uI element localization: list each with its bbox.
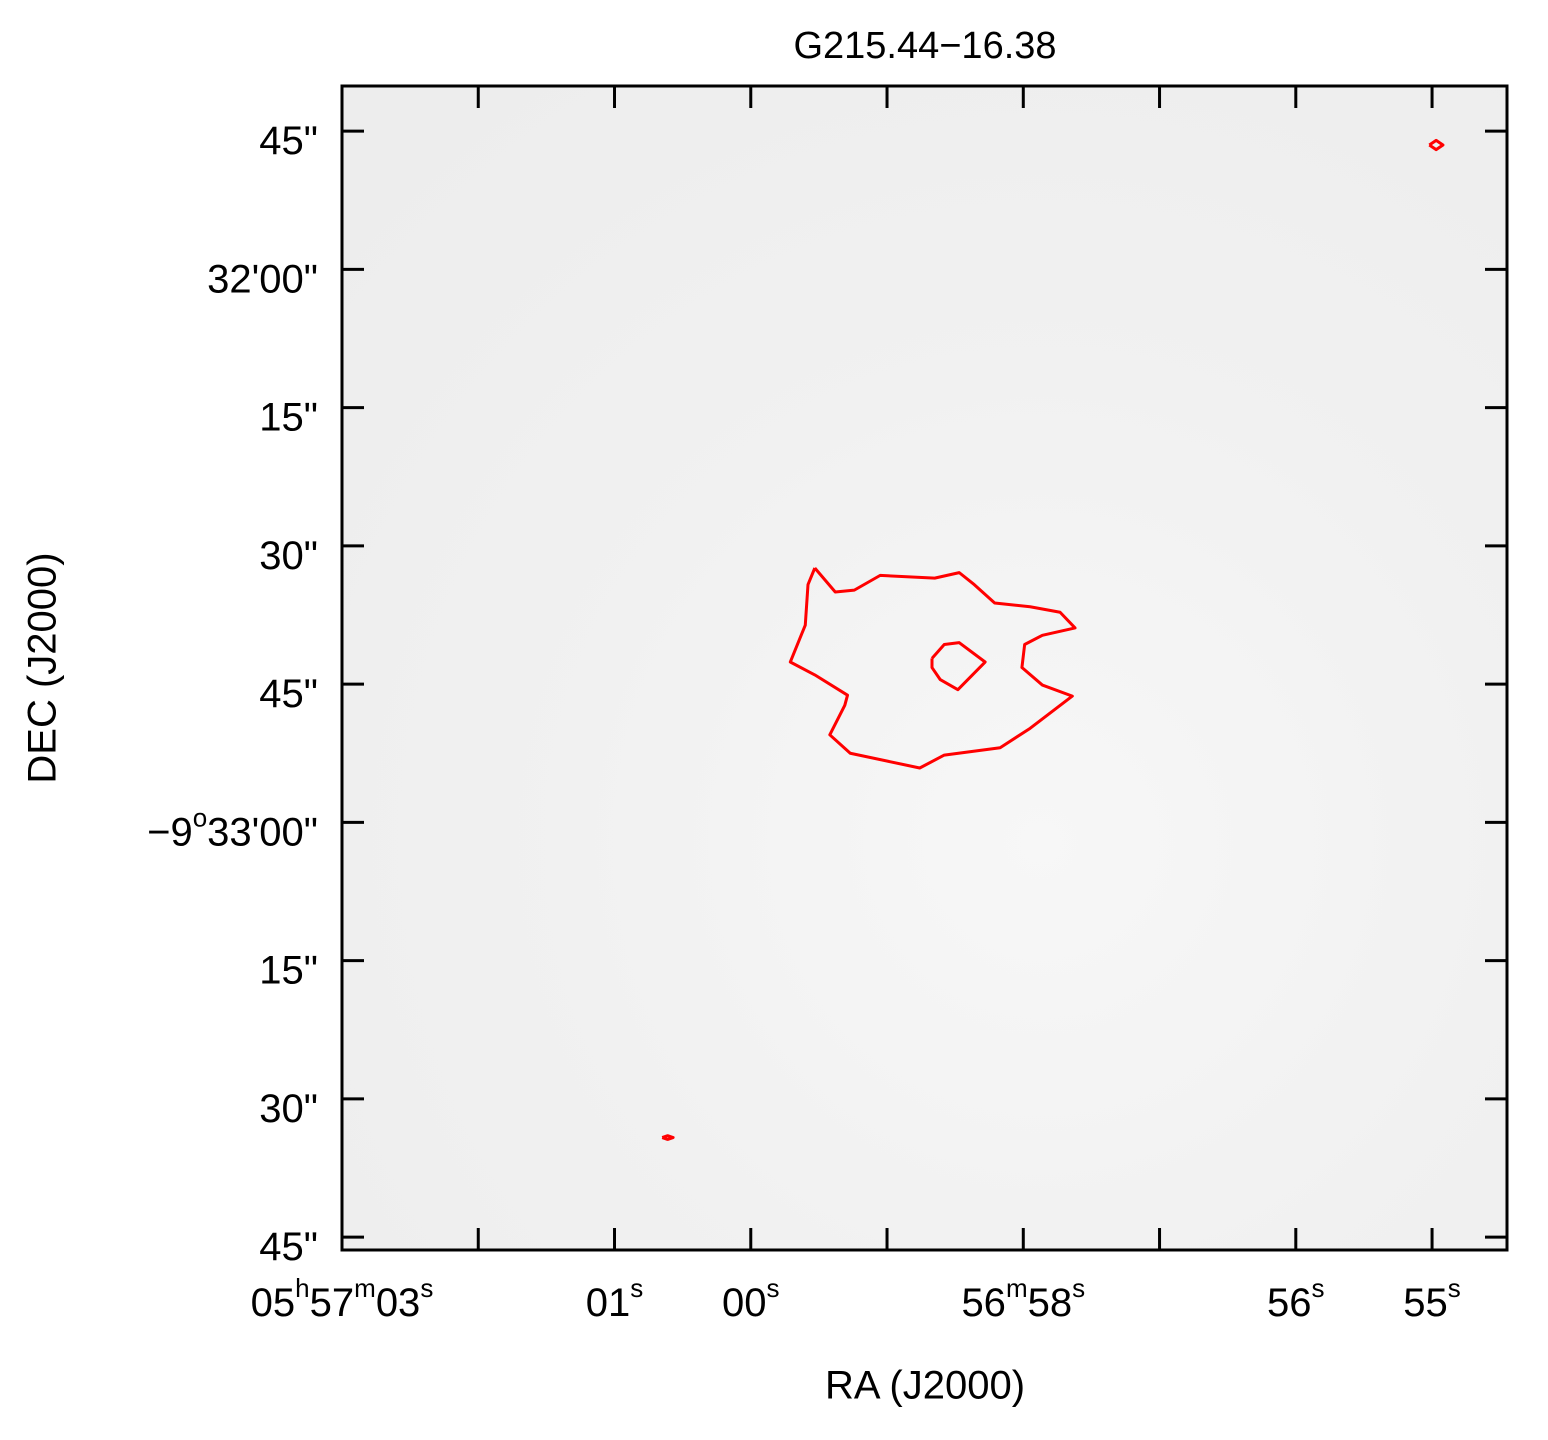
label-part: 15" bbox=[259, 948, 318, 992]
label-part: 45" bbox=[259, 119, 318, 163]
superscript: s bbox=[1072, 1273, 1085, 1303]
label-part: 00 bbox=[722, 1281, 767, 1325]
label-part: 55 bbox=[1403, 1281, 1448, 1325]
tick-label: 55s bbox=[1403, 1273, 1461, 1325]
label-part: 56 bbox=[1267, 1281, 1312, 1325]
tick-label: 30" bbox=[259, 1086, 318, 1130]
label-part: 32'00" bbox=[207, 257, 318, 301]
label-part: 57 bbox=[310, 1281, 355, 1325]
tick-label: 45" bbox=[259, 1225, 318, 1269]
contour bbox=[1428, 138, 1445, 152]
superscript: h bbox=[295, 1273, 309, 1303]
tick-label: 45" bbox=[259, 119, 318, 163]
tick-label: 56m58s bbox=[961, 1273, 1085, 1325]
tick-label: 32'00" bbox=[207, 257, 318, 301]
tick-label: 30" bbox=[259, 533, 318, 577]
contour bbox=[788, 567, 1077, 770]
plot-frame bbox=[340, 84, 1509, 1252]
tick-label: 00s bbox=[722, 1273, 780, 1325]
superscript: m bbox=[1006, 1273, 1028, 1303]
tick-label: 56s bbox=[1267, 1273, 1325, 1325]
label-part: 58 bbox=[1028, 1281, 1073, 1325]
superscript: s bbox=[767, 1273, 780, 1303]
superscript: s bbox=[1312, 1273, 1325, 1303]
label-part: 03 bbox=[376, 1281, 421, 1325]
contour bbox=[661, 1134, 675, 1141]
label-part: 56 bbox=[961, 1281, 1006, 1325]
tick-label: 01s bbox=[586, 1273, 644, 1325]
tick-label: 45" bbox=[259, 672, 318, 716]
contour bbox=[930, 641, 987, 692]
tick-label: 05h57m03s bbox=[251, 1273, 434, 1325]
label-part: −9 bbox=[147, 810, 193, 854]
label-part: 30" bbox=[259, 1086, 318, 1130]
label-part: 05 bbox=[251, 1281, 296, 1325]
superscript: o bbox=[193, 802, 207, 832]
label-part: 45" bbox=[259, 672, 318, 716]
y-axis-label: DEC (J2000) bbox=[21, 552, 65, 783]
label-part: 01 bbox=[586, 1281, 631, 1325]
superscript: m bbox=[354, 1273, 376, 1303]
superscript: s bbox=[1448, 1273, 1461, 1303]
x-axis-label: RA (J2000) bbox=[825, 1364, 1025, 1408]
image bbox=[342, 86, 1507, 1250]
label-part: 15" bbox=[259, 395, 318, 439]
superscript: s bbox=[420, 1273, 433, 1303]
tick-label: −9o33'00" bbox=[147, 802, 318, 854]
label-part: 33'00" bbox=[207, 810, 318, 854]
tick-label: 15" bbox=[259, 395, 318, 439]
chart-title: G215.44−16.38 bbox=[793, 25, 1056, 67]
label-part: 45" bbox=[259, 1225, 318, 1269]
tick-label: 15" bbox=[259, 948, 318, 992]
superscript: s bbox=[630, 1273, 643, 1303]
label-part: 30" bbox=[259, 533, 318, 577]
